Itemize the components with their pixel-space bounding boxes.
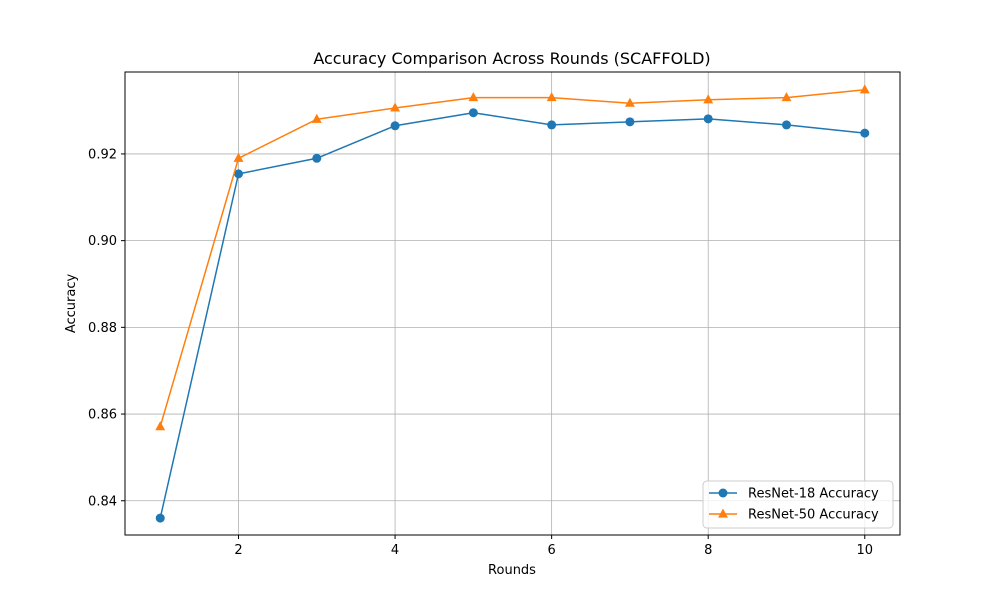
series-layer [155, 84, 870, 523]
x-axis-label: Rounds [488, 563, 536, 578]
data-point [390, 121, 400, 131]
y-tick-label: 0.86 [88, 408, 117, 423]
axis-ticks: 2 4 6 8 10 0.84 0.86 0.88 0.90 0.92 [88, 147, 873, 558]
legend-marker [718, 488, 728, 498]
data-point [781, 92, 792, 102]
x-tick-label: 4 [391, 543, 399, 558]
legend-marker [718, 508, 728, 518]
data-point [468, 92, 479, 102]
legend-label: ResNet-50 Accuracy [748, 508, 879, 523]
y-tick-label: 0.90 [88, 234, 117, 249]
data-point [312, 153, 322, 163]
data-point [390, 102, 401, 112]
series-line [159, 112, 865, 519]
data-point [155, 513, 165, 523]
data-point [233, 152, 244, 162]
data-point [155, 421, 166, 431]
y-tick-label: 0.84 [88, 494, 117, 509]
data-point [546, 92, 557, 102]
data-point [860, 128, 870, 138]
x-tick-label: 10 [856, 543, 873, 558]
legend-item: ResNet-18 Accuracy [709, 487, 879, 502]
x-tick-label: 2 [234, 543, 242, 558]
legend-box [702, 480, 894, 529]
data-point [468, 108, 478, 118]
grid-lines [125, 72, 900, 535]
legend-label: ResNet-18 Accuracy [748, 487, 879, 502]
x-tick-label: 6 [548, 543, 556, 558]
legend-item: ResNet-50 Accuracy [709, 508, 879, 523]
data-point [311, 113, 322, 123]
series-1 [155, 108, 870, 523]
plot-frame [124, 71, 901, 536]
data-point [781, 120, 791, 130]
series-2 [155, 84, 870, 431]
data-point [624, 97, 635, 107]
y-axis-label: Accuracy [64, 274, 79, 334]
data-point [703, 114, 713, 124]
data-point [547, 120, 557, 130]
y-tick-label: 0.88 [88, 321, 117, 336]
data-point [625, 117, 635, 127]
data-point [703, 94, 714, 104]
series-line [159, 89, 865, 427]
legend: ResNet-18 Accuracy ResNet-50 Accuracy [702, 480, 894, 529]
x-tick-label: 8 [704, 543, 712, 558]
data-point [234, 169, 244, 179]
chart-title: Accuracy Comparison Across Rounds (SCAFF… [313, 49, 710, 68]
data-point [859, 84, 870, 94]
y-tick-label: 0.92 [88, 147, 117, 162]
